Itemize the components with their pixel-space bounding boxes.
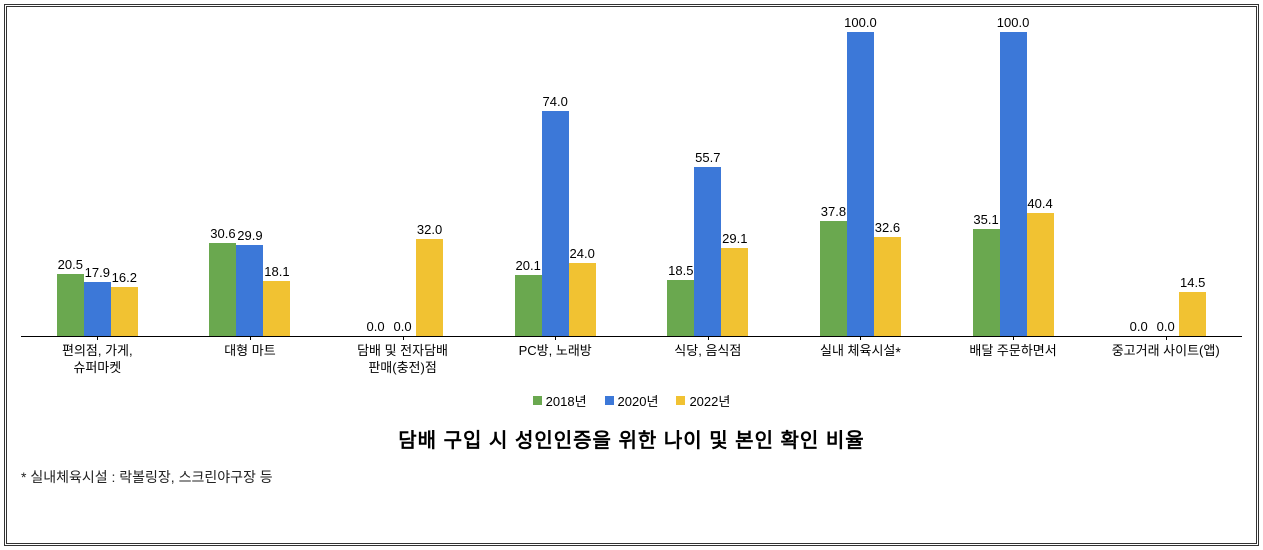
bar-group: 0.0 0.0 32.0 <box>326 239 479 336</box>
bar-value-label: 100.0 <box>844 15 877 30</box>
bar-value-label: 14.5 <box>1180 275 1205 290</box>
bar-series_2020: 74.0 <box>542 111 569 336</box>
bar-series_2022: 18.1 <box>263 281 290 336</box>
bar-value-label: 20.1 <box>516 258 541 273</box>
bar-value-label: 74.0 <box>543 94 568 109</box>
legend-label: 2018년 <box>546 391 587 410</box>
bar-value-label: 30.6 <box>210 226 235 241</box>
legend: 2018년 2020년 2022년 <box>21 391 1242 410</box>
legend-swatch <box>605 396 614 405</box>
bar-series_2020: 55.7 <box>694 167 721 336</box>
x-tick <box>97 336 98 340</box>
bar-group: 20.517.916.2 <box>21 274 174 336</box>
legend-item-series_2022: 2022년 <box>676 391 730 410</box>
bar-value-label: 29.1 <box>722 231 747 246</box>
bar-series_2018: 20.5 <box>57 274 84 336</box>
bar-value-label: 29.9 <box>237 228 262 243</box>
bar-series_2022: 32.0 <box>416 239 443 336</box>
bar-series_2020: 29.9 <box>236 245 263 336</box>
asterisk-icon: * <box>895 344 900 360</box>
bar-value-label: 0.0 <box>1157 319 1175 334</box>
bar-series_2018: 37.8 <box>820 221 847 336</box>
x-axis-label: 식당, 음식점 <box>632 337 785 377</box>
bar-value-label: 40.4 <box>1027 196 1052 211</box>
legend-swatch <box>676 396 685 405</box>
x-axis-label: 중고거래 사이트(앱) <box>1089 337 1242 377</box>
bar-series_2018: 18.5 <box>667 280 694 336</box>
x-tick <box>1166 336 1167 340</box>
bar-value-label: 32.6 <box>875 220 900 235</box>
legend-item-series_2020: 2020년 <box>605 391 659 410</box>
bar-group: 35.1100.040.4 <box>937 32 1090 336</box>
bar-series_2022: 14.5 <box>1179 292 1206 336</box>
bar-series_2022: 32.6 <box>874 237 901 336</box>
legend-label: 2022년 <box>689 391 730 410</box>
x-axis-label: 담배 및 전자담배판매(충전)점 <box>326 337 479 377</box>
bar-value-label: 0.0 <box>367 319 385 334</box>
bar-value-label: 55.7 <box>695 150 720 165</box>
x-axis-labels: 편의점, 가게,슈퍼마켓대형 마트담배 및 전자담배판매(충전)점PC방, 노래… <box>21 337 1242 377</box>
chart-area: 20.517.916.230.629.918.10.00.032.020.174… <box>21 17 1242 377</box>
bar-series_2022: 24.0 <box>569 263 596 336</box>
x-tick <box>250 336 251 340</box>
bar-group: 30.629.918.1 <box>174 243 327 336</box>
x-axis-label: 실내 체육시설* <box>784 337 937 377</box>
bar-value-label: 16.2 <box>112 270 137 285</box>
x-tick <box>860 336 861 340</box>
bar-series_2022: 40.4 <box>1027 213 1054 336</box>
bar-value-label: 0.0 <box>1130 319 1148 334</box>
x-tick <box>708 336 709 340</box>
legend-item-series_2018: 2018년 <box>533 391 587 410</box>
bar-value-label: 0.0 <box>394 319 412 334</box>
bar-value-label: 24.0 <box>570 246 595 261</box>
bar-group: 0.0 0.0 14.5 <box>1089 292 1242 336</box>
bar-series_2018: 30.6 <box>209 243 236 336</box>
chart-footnote: * 실내체육시설 : 락볼링장, 스크린야구장 등 <box>21 467 1242 487</box>
bar-series_2020: 100.0 <box>1000 32 1027 336</box>
plot-region: 20.517.916.230.629.918.10.00.032.020.174… <box>21 17 1242 337</box>
bar-value-label: 20.5 <box>58 257 83 272</box>
x-tick <box>555 336 556 340</box>
legend-label: 2020년 <box>618 391 659 410</box>
bar-series_2022: 16.2 <box>111 287 138 336</box>
bar-value-label: 100.0 <box>997 15 1030 30</box>
bar-value-label: 18.1 <box>264 264 289 279</box>
x-tick <box>403 336 404 340</box>
bar-value-label: 18.5 <box>668 263 693 278</box>
bar-series_2020: 100.0 <box>847 32 874 336</box>
bar-value-label: 17.9 <box>85 265 110 280</box>
bar-group: 37.8100.032.6 <box>784 32 937 336</box>
x-tick <box>1013 336 1014 340</box>
bar-group: 18.555.729.1 <box>632 167 785 336</box>
x-axis-label: 배달 주문하면서 <box>937 337 1090 377</box>
chart-frame: 20.517.916.230.629.918.10.00.032.020.174… <box>4 4 1259 546</box>
bar-group: 20.174.024.0 <box>479 111 632 336</box>
bar-value-label: 32.0 <box>417 222 442 237</box>
x-axis-label: 대형 마트 <box>174 337 327 377</box>
x-axis-label: 편의점, 가게,슈퍼마켓 <box>21 337 174 377</box>
legend-swatch <box>533 396 542 405</box>
bar-series_2020: 17.9 <box>84 282 111 336</box>
bar-value-label: 35.1 <box>973 212 998 227</box>
chart-title: 담배 구입 시 성인인증을 위한 나이 및 본인 확인 비율 <box>21 424 1242 453</box>
bar-series_2018: 35.1 <box>973 229 1000 336</box>
bar-series_2022: 29.1 <box>721 248 748 336</box>
bar-series_2018: 20.1 <box>515 275 542 336</box>
x-axis-label: PC방, 노래방 <box>479 337 632 377</box>
bar-value-label: 37.8 <box>821 204 846 219</box>
